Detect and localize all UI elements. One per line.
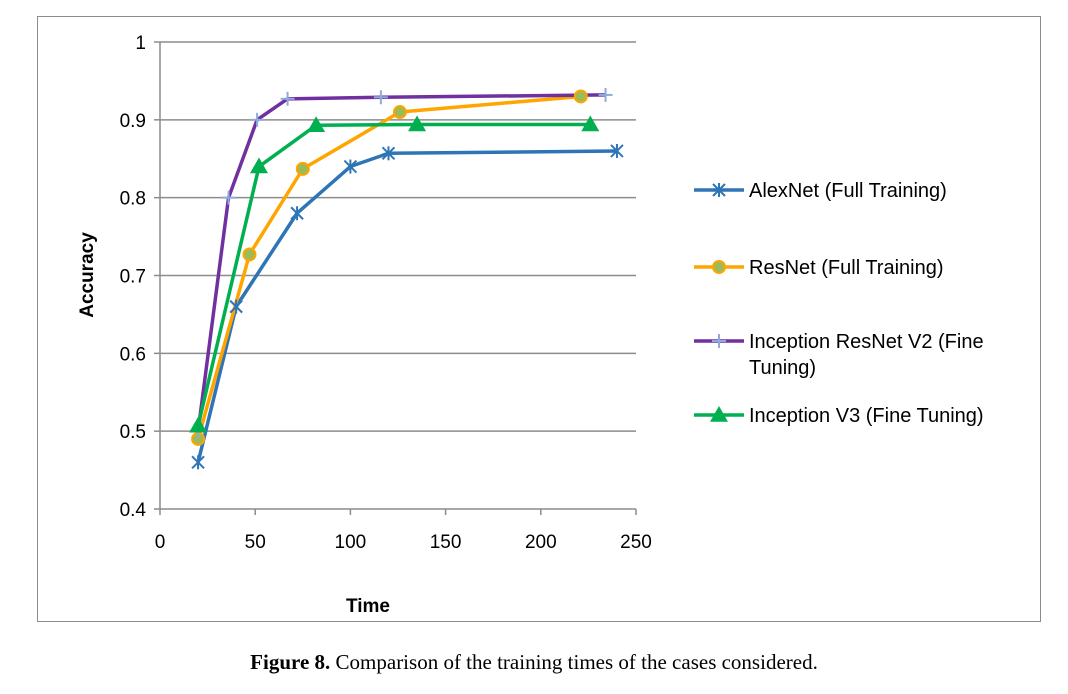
series-1-point-3-dot — [392, 105, 407, 120]
series-3-point-0 — [189, 416, 208, 433]
figure-caption-text: Comparison of the training times of the … — [330, 650, 818, 674]
x-tick-label-0: 0 — [155, 532, 166, 553]
series-2-point-2 — [250, 112, 265, 127]
x-tick-label-1: 50 — [245, 532, 266, 553]
series-1-point-4 — [573, 89, 588, 104]
series-3-point-2-tri — [307, 116, 326, 133]
legend-entry-2: Inception ResNet V2 (Fine Tuning) — [694, 331, 984, 379]
series-3-point-3 — [408, 115, 427, 132]
legend-entry-3: Inception V3 (Fine Tuning) — [694, 405, 984, 427]
series-1-point-4-dot — [573, 89, 588, 104]
series-2-point-5 — [598, 87, 613, 102]
series-0-point-2 — [290, 206, 304, 221]
y-tick-label-3: 0.7 — [120, 267, 146, 288]
legend-entry-0: AlexNet (Full Training) — [694, 180, 947, 202]
series-0-point-4 — [381, 146, 396, 161]
y-tick-label-6: 1 — [135, 33, 146, 54]
series-1-point-3 — [392, 105, 407, 120]
series-2-point-1 — [221, 190, 236, 205]
chart-frame — [37, 16, 1041, 622]
series-3-point-0-tri — [189, 416, 208, 433]
series-3-point-4-tri — [581, 115, 600, 132]
x-axis-title: Time — [346, 596, 390, 617]
x-tick-label-3: 150 — [430, 532, 462, 553]
series-0-point-0 — [191, 455, 205, 470]
y-tick-label-1: 0.5 — [120, 422, 146, 443]
series-3-point-1-tri — [250, 157, 269, 174]
series-3-point-2 — [307, 116, 326, 133]
x-tick-label-5: 250 — [620, 532, 652, 553]
series-1-point-1-dot — [242, 247, 257, 262]
legend-entry-1: ResNet (Full Training) — [694, 257, 944, 279]
legend-swatch-marker-1 — [712, 260, 726, 274]
series-3-point-4 — [581, 115, 600, 132]
y-tick-label-4: 0.8 — [120, 189, 146, 210]
y-tick-label-0: 0.4 — [120, 500, 147, 521]
series-1-point-2-dot — [295, 161, 310, 176]
legend-label-2-line-1: Tuning) — [749, 357, 816, 379]
series-0-point-5 — [610, 143, 624, 158]
legend-swatch-marker-1-dot — [712, 260, 726, 274]
y-axis-title: Accuracy — [77, 232, 98, 318]
legend-swatch-marker-3-tri — [710, 406, 728, 422]
legend-label-0: AlexNet (Full Training) — [749, 180, 947, 202]
series-line-2 — [196, 93, 606, 432]
series-3-point-3-tri — [408, 115, 427, 132]
series-2-point-3 — [280, 91, 295, 106]
series-0-point-1 — [229, 299, 243, 314]
series-2-point-4 — [373, 90, 388, 105]
series-line-0 — [196, 149, 617, 463]
figure-label: Figure 8. — [250, 650, 331, 674]
series-3-point-1 — [250, 157, 269, 174]
legend-label-1: ResNet (Full Training) — [749, 257, 944, 279]
legend-label-2: Inception ResNet V2 (Fine — [749, 331, 984, 353]
series-1-point-1 — [242, 247, 257, 262]
legend-swatch-marker-0 — [712, 183, 726, 197]
line-chart: 0.4 0.5 0.6 0.7 0.8 0.9 1 0 50 100 150 200 250 Time Ac… — [77, 33, 984, 617]
series-1-point-2 — [295, 161, 310, 176]
x-tick-label-4: 200 — [525, 532, 557, 553]
legend-swatch-marker-3 — [710, 406, 728, 422]
legend-label-3: Inception V3 (Fine Tuning) — [749, 405, 984, 427]
y-tick-label-5: 0.9 — [120, 111, 146, 132]
series-0-point-3 — [343, 159, 358, 174]
figure-caption: Figure 8. Comparison of the training tim… — [0, 650, 1068, 675]
y-tick-label-2: 0.6 — [120, 344, 146, 365]
legend-swatch-marker-2 — [712, 334, 726, 348]
x-tick-label-2: 100 — [335, 532, 367, 553]
